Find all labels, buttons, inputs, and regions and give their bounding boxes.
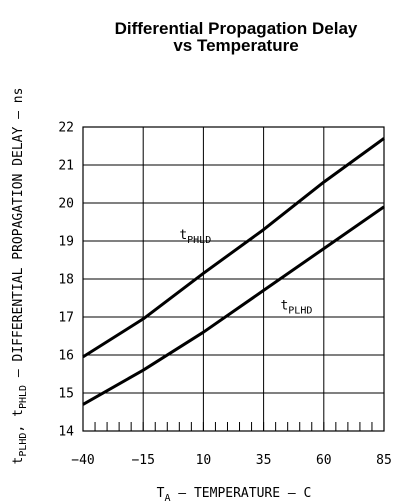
x-tick-labels: −40 −15 10 35 60 85 — [71, 453, 392, 468]
y-tick-label-4: 18 — [58, 273, 74, 288]
x-tick-label-2: 10 — [196, 453, 212, 468]
y-tick-label-0: 14 — [58, 425, 74, 440]
x-tick-label-3: 35 — [256, 453, 272, 468]
chart-title-line2: vs Temperature — [173, 36, 298, 55]
series-line-phld — [82, 137, 385, 359]
y-tick-labels: 14 15 16 17 18 19 20 21 22 — [58, 121, 74, 440]
series-line-plhd — [82, 205, 385, 406]
y-tick-label-2: 16 — [58, 349, 74, 364]
y-tick-label-7: 21 — [58, 159, 74, 174]
y-tick-label-5: 19 — [58, 235, 74, 250]
y-tick-label-6: 20 — [58, 197, 74, 212]
x-tick-label-5: 85 — [376, 453, 392, 468]
x-tick-label-0: −40 — [71, 453, 94, 468]
plot-frame — [82, 126, 385, 432]
series-label-plhd: tPLHD — [280, 298, 312, 316]
series-lines — [82, 137, 385, 406]
series-label-phld: tPHLD — [179, 228, 211, 246]
x-axis-label: TA – TEMPERATURE – C — [157, 486, 312, 504]
series-labels: tPHLD tPLHD — [179, 228, 312, 316]
y-tick-label-8: 22 — [58, 121, 74, 136]
x-tick-label-4: 60 — [316, 453, 332, 468]
y-tick-label-3: 17 — [58, 311, 74, 326]
x-tick-label-1: −15 — [131, 453, 154, 468]
y-axis-label: tPLHD, tPHLD – DIFFERENTIAL PROPAGATION … — [11, 88, 29, 465]
x-minor-ticks — [82, 422, 385, 431]
chart-title-line1: Differential Propagation Delay — [115, 19, 358, 38]
y-tick-label-1: 15 — [58, 387, 74, 402]
